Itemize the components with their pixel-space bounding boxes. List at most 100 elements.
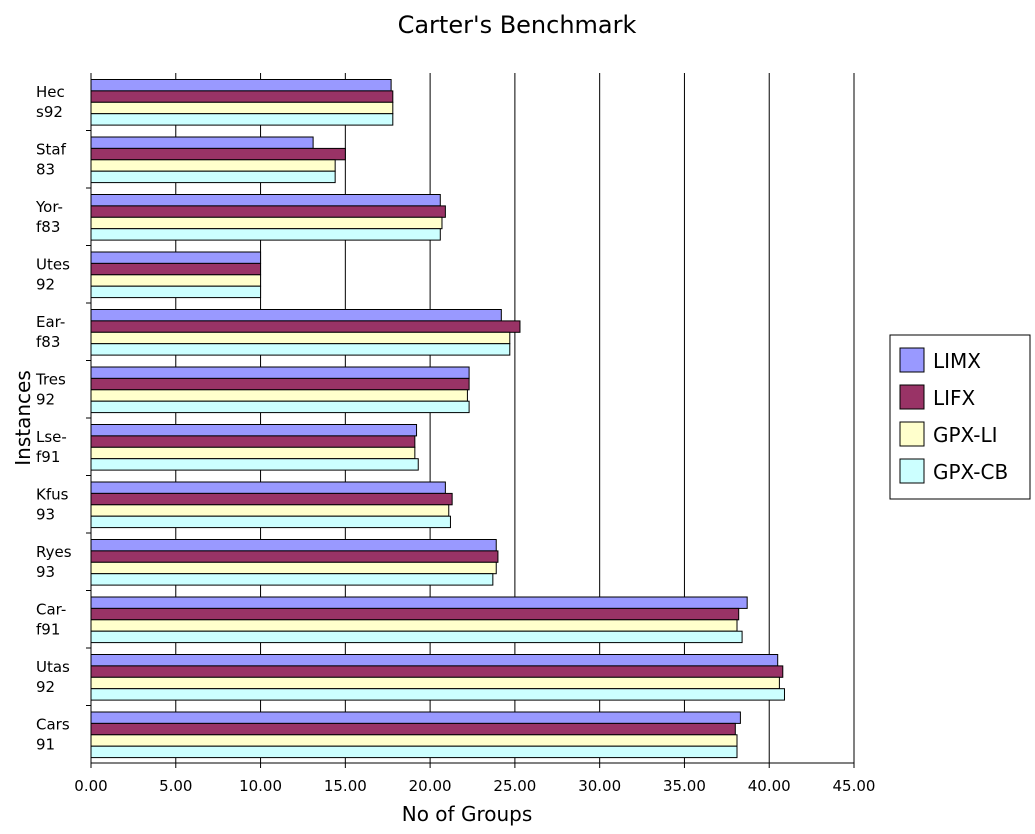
bar: [90, 377, 470, 391]
legend-swatch: [899, 421, 925, 447]
legend: LIMX LIFX GPX-LI GPX-CB: [889, 334, 1031, 500]
bars: [86, 79, 785, 759]
legend-label: LIMX: [933, 349, 981, 373]
x-tick-label: 30.00: [578, 777, 621, 795]
y-category-label: Tres: [35, 370, 66, 388]
bar: [90, 147, 346, 161]
y-category-labels: Hec s92 Staf 83 Yor-f83 Utes 92 Ear-f83 Tres 92 Ls…: [35, 83, 72, 754]
bar: [90, 688, 785, 701]
y-category-label: Staf: [36, 140, 67, 158]
bar: [90, 734, 738, 747]
bar: [90, 309, 502, 322]
y-category-label: f91: [36, 448, 60, 466]
bar: [90, 424, 418, 437]
bar: [90, 262, 262, 276]
x-tick-label: 25.00: [493, 777, 536, 795]
x-tick-labels: 0.00 5.00 10.00 15.00 20.00 25.00 30.00 35.00 40…: [74, 777, 875, 795]
bar: [90, 515, 451, 529]
y-category-label: Yor-: [35, 198, 63, 216]
y-category-label: Ryes: [36, 543, 72, 561]
bar: [90, 550, 499, 563]
bar: [90, 194, 441, 207]
bar: [90, 320, 521, 333]
y-category-label: s92: [36, 103, 63, 121]
bar: [90, 504, 450, 517]
bar: [90, 205, 446, 218]
bar: [90, 90, 394, 103]
bar: [90, 101, 394, 115]
bar: [90, 561, 497, 575]
y-category-label: 92: [36, 275, 55, 293]
legend-label: GPX-LI: [933, 423, 998, 447]
legend-swatch: [899, 458, 925, 484]
bar: [90, 170, 336, 184]
y-axis-title: Instances: [11, 370, 35, 466]
bar: [90, 274, 262, 287]
x-tick-label: 15.00: [324, 777, 367, 795]
bar: [90, 665, 784, 678]
x-tick-label: 5.00: [159, 777, 192, 795]
bar: [90, 619, 738, 632]
y-category-label: 93: [36, 505, 55, 523]
y-category-label: Hec: [36, 83, 65, 101]
y-category-label: Utas: [36, 658, 70, 676]
bar: [90, 136, 314, 149]
legend-swatch: [899, 347, 925, 373]
bar: [90, 400, 470, 414]
bar: [90, 285, 262, 299]
x-tick-label: 45.00: [833, 777, 876, 795]
bar: [90, 745, 738, 759]
bar: [90, 79, 392, 92]
bar: [90, 573, 494, 586]
bar: [90, 251, 262, 264]
y-category-label: f83: [36, 218, 60, 236]
y-category-label: Car-: [36, 600, 66, 618]
x-tick-label: 40.00: [748, 777, 791, 795]
axes: [90, 73, 854, 764]
bar: [90, 159, 336, 172]
bar: [90, 366, 470, 379]
y-category-label: f83: [36, 333, 60, 351]
x-tick-label: 0.00: [74, 777, 107, 795]
y-category-label: 91: [36, 735, 55, 753]
bar: [90, 458, 419, 471]
y-category-label: Cars: [36, 715, 70, 733]
bar: [90, 722, 736, 736]
bar: [90, 492, 453, 506]
x-tick-label: 20.00: [409, 777, 452, 795]
bar: [90, 630, 743, 644]
bar: [90, 389, 468, 402]
y-category-label: 92: [36, 390, 55, 408]
x-tick-label: 10.00: [239, 777, 282, 795]
bar: [90, 216, 443, 230]
bar: [90, 331, 511, 345]
chart-title: Carter's Benchmark: [398, 11, 637, 39]
y-category-label: 83: [36, 160, 55, 178]
bar: [90, 228, 441, 241]
grid-lines: [90, 73, 855, 768]
bar: [90, 113, 394, 126]
y-category-label: Kfus: [36, 485, 69, 503]
y-category-label: 92: [36, 678, 55, 696]
bar: [90, 607, 740, 621]
x-tick-label: 35.00: [663, 777, 706, 795]
y-category-label: Ear-: [36, 313, 65, 331]
bar: [90, 435, 416, 448]
legend-swatch: [899, 384, 925, 410]
bar: [90, 343, 511, 356]
bar: [90, 676, 780, 690]
bar: [90, 711, 741, 724]
bar: [90, 596, 748, 609]
legend-label: GPX-CB: [933, 460, 1008, 484]
bar: [90, 446, 416, 460]
bar: [90, 654, 779, 667]
y-category-label: 93: [36, 563, 55, 581]
bar: [90, 481, 446, 494]
legend-label: LIFX: [933, 386, 976, 410]
y-category-label: Utes: [36, 255, 70, 273]
x-axis-title: No of Groups: [402, 802, 533, 826]
bar: [90, 539, 497, 552]
y-category-label: f91: [36, 620, 60, 638]
